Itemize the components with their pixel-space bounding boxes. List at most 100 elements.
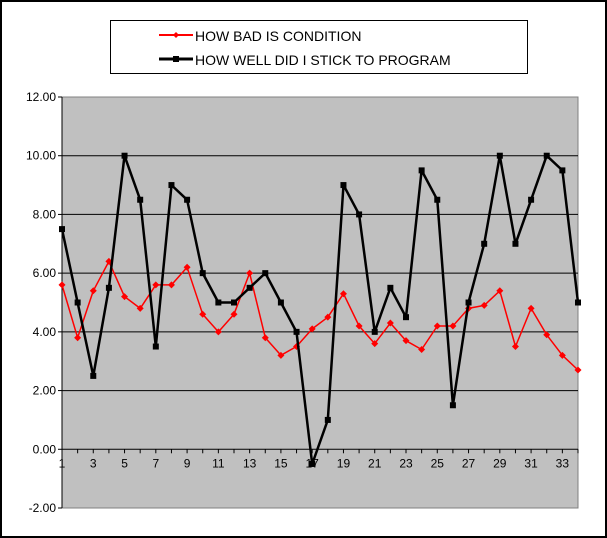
data-point (90, 372, 97, 379)
data-point (167, 281, 175, 289)
y-tick-label: 0.00 (33, 442, 57, 456)
y-tick-label: 12.00 (26, 90, 56, 104)
data-point (402, 337, 410, 345)
data-point (339, 290, 347, 298)
data-point (387, 284, 394, 291)
data-point (231, 299, 237, 306)
data-point (356, 211, 363, 218)
x-tick-label: 15 (274, 456, 288, 470)
legend-swatch-black-square (159, 56, 193, 62)
data-point (355, 322, 363, 330)
gridlines (62, 155, 578, 392)
data-point (199, 270, 206, 277)
data-point (543, 331, 551, 339)
data-point (418, 345, 426, 353)
data-point (183, 263, 191, 271)
data-point (262, 270, 269, 277)
legend-label-program: HOW WELL DID I STICK TO PROGRAM (195, 52, 451, 68)
legend-entry-program: HOW WELL DID I STICK TO PROGRAM (111, 50, 527, 70)
y-tick-label: 2.00 (33, 384, 57, 398)
x-tick-label: 33 (556, 456, 570, 470)
x-tick-label: 11 (212, 456, 225, 470)
x-tick-label: 31 (524, 456, 538, 470)
x-tick-label: 27 (462, 456, 476, 470)
data-point (449, 402, 456, 409)
series-line (60, 154, 580, 466)
data-point (512, 240, 519, 247)
data-point (574, 366, 582, 374)
data-point (215, 299, 222, 306)
data-point (152, 281, 160, 289)
data-point (308, 325, 316, 333)
data-point (293, 328, 300, 335)
data-point (324, 416, 331, 423)
data-point (543, 152, 550, 159)
data-point (152, 343, 159, 350)
x-tick-label: 9 (184, 456, 191, 470)
data-point (58, 281, 66, 289)
data-point (59, 226, 65, 233)
data-point (246, 284, 253, 291)
data-point (511, 343, 519, 351)
y-tick-label: 10.00 (26, 149, 56, 163)
data-point (324, 313, 332, 321)
data-point (340, 182, 347, 189)
y-tick-label: 4.00 (33, 325, 57, 339)
x-tick-label: 29 (493, 456, 507, 470)
data-point (74, 334, 82, 342)
data-point (481, 240, 488, 247)
data-point (386, 319, 394, 327)
series-condition (58, 257, 582, 374)
axes (58, 96, 579, 509)
x-tick-label: 1 (59, 456, 66, 470)
data-point (434, 196, 441, 203)
legend-swatch-red-diamond (159, 32, 193, 38)
x-tick-label: 23 (399, 456, 413, 470)
y-tick-label: 8.00 (33, 207, 57, 221)
data-point (184, 196, 191, 203)
y-tick-label: 6.00 (33, 266, 57, 280)
x-tick-label: 19 (337, 456, 351, 470)
legend: HOW BAD IS CONDITION HOW WELL DID I STIC… (110, 20, 528, 74)
data-point (199, 310, 207, 318)
legend-label-condition: HOW BAD IS CONDITION (195, 28, 362, 44)
data-point (449, 322, 457, 330)
data-point (558, 351, 566, 359)
data-point (527, 304, 535, 312)
data-point (309, 460, 316, 467)
data-point (136, 304, 144, 312)
data-point (528, 196, 535, 203)
data-point (261, 334, 269, 342)
data-point (214, 328, 222, 336)
data-point (89, 287, 97, 295)
x-tick-label: 21 (368, 456, 382, 470)
y-tick-labels: 12.00 10.00 8.00 6.00 4.00 2.00 0.00 -2.00 (26, 90, 56, 515)
data-point (105, 284, 112, 291)
x-tick-label: 3 (90, 456, 97, 470)
data-point (277, 351, 285, 359)
data-point (371, 340, 379, 348)
data-point (433, 322, 441, 330)
series-line (61, 260, 579, 371)
x-tick-labels: 13579111315171921232527293133 (59, 456, 570, 470)
x-tick-label: 25 (431, 456, 445, 470)
data-point (403, 314, 409, 321)
data-point (575, 299, 581, 306)
data-point (168, 182, 175, 189)
series-program (59, 152, 581, 467)
data-point (230, 310, 238, 318)
data-point (121, 293, 129, 301)
data-point (137, 196, 144, 203)
data-point (496, 287, 504, 295)
legend-entry-condition: HOW BAD IS CONDITION (111, 26, 527, 46)
data-point (418, 167, 425, 174)
data-point (121, 152, 128, 159)
data-point (277, 299, 284, 306)
x-tick-label: 5 (121, 456, 128, 470)
x-tick-label: 13 (243, 456, 257, 470)
series (58, 152, 582, 467)
data-point (74, 299, 81, 306)
data-point (480, 301, 488, 309)
data-point (371, 328, 378, 335)
